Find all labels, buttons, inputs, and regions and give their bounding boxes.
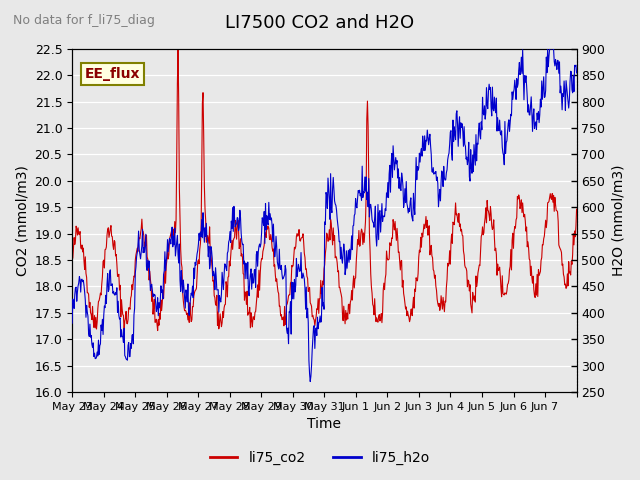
Y-axis label: CO2 (mmol/m3): CO2 (mmol/m3) [15,165,29,276]
Legend: li75_co2, li75_h2o: li75_co2, li75_h2o [204,445,436,471]
Text: No data for f_li75_diag: No data for f_li75_diag [13,14,155,27]
X-axis label: Time: Time [307,418,341,432]
Y-axis label: H2O (mmol/m3): H2O (mmol/m3) [611,165,625,276]
Text: LI7500 CO2 and H2O: LI7500 CO2 and H2O [225,14,415,33]
Text: EE_flux: EE_flux [84,67,140,81]
